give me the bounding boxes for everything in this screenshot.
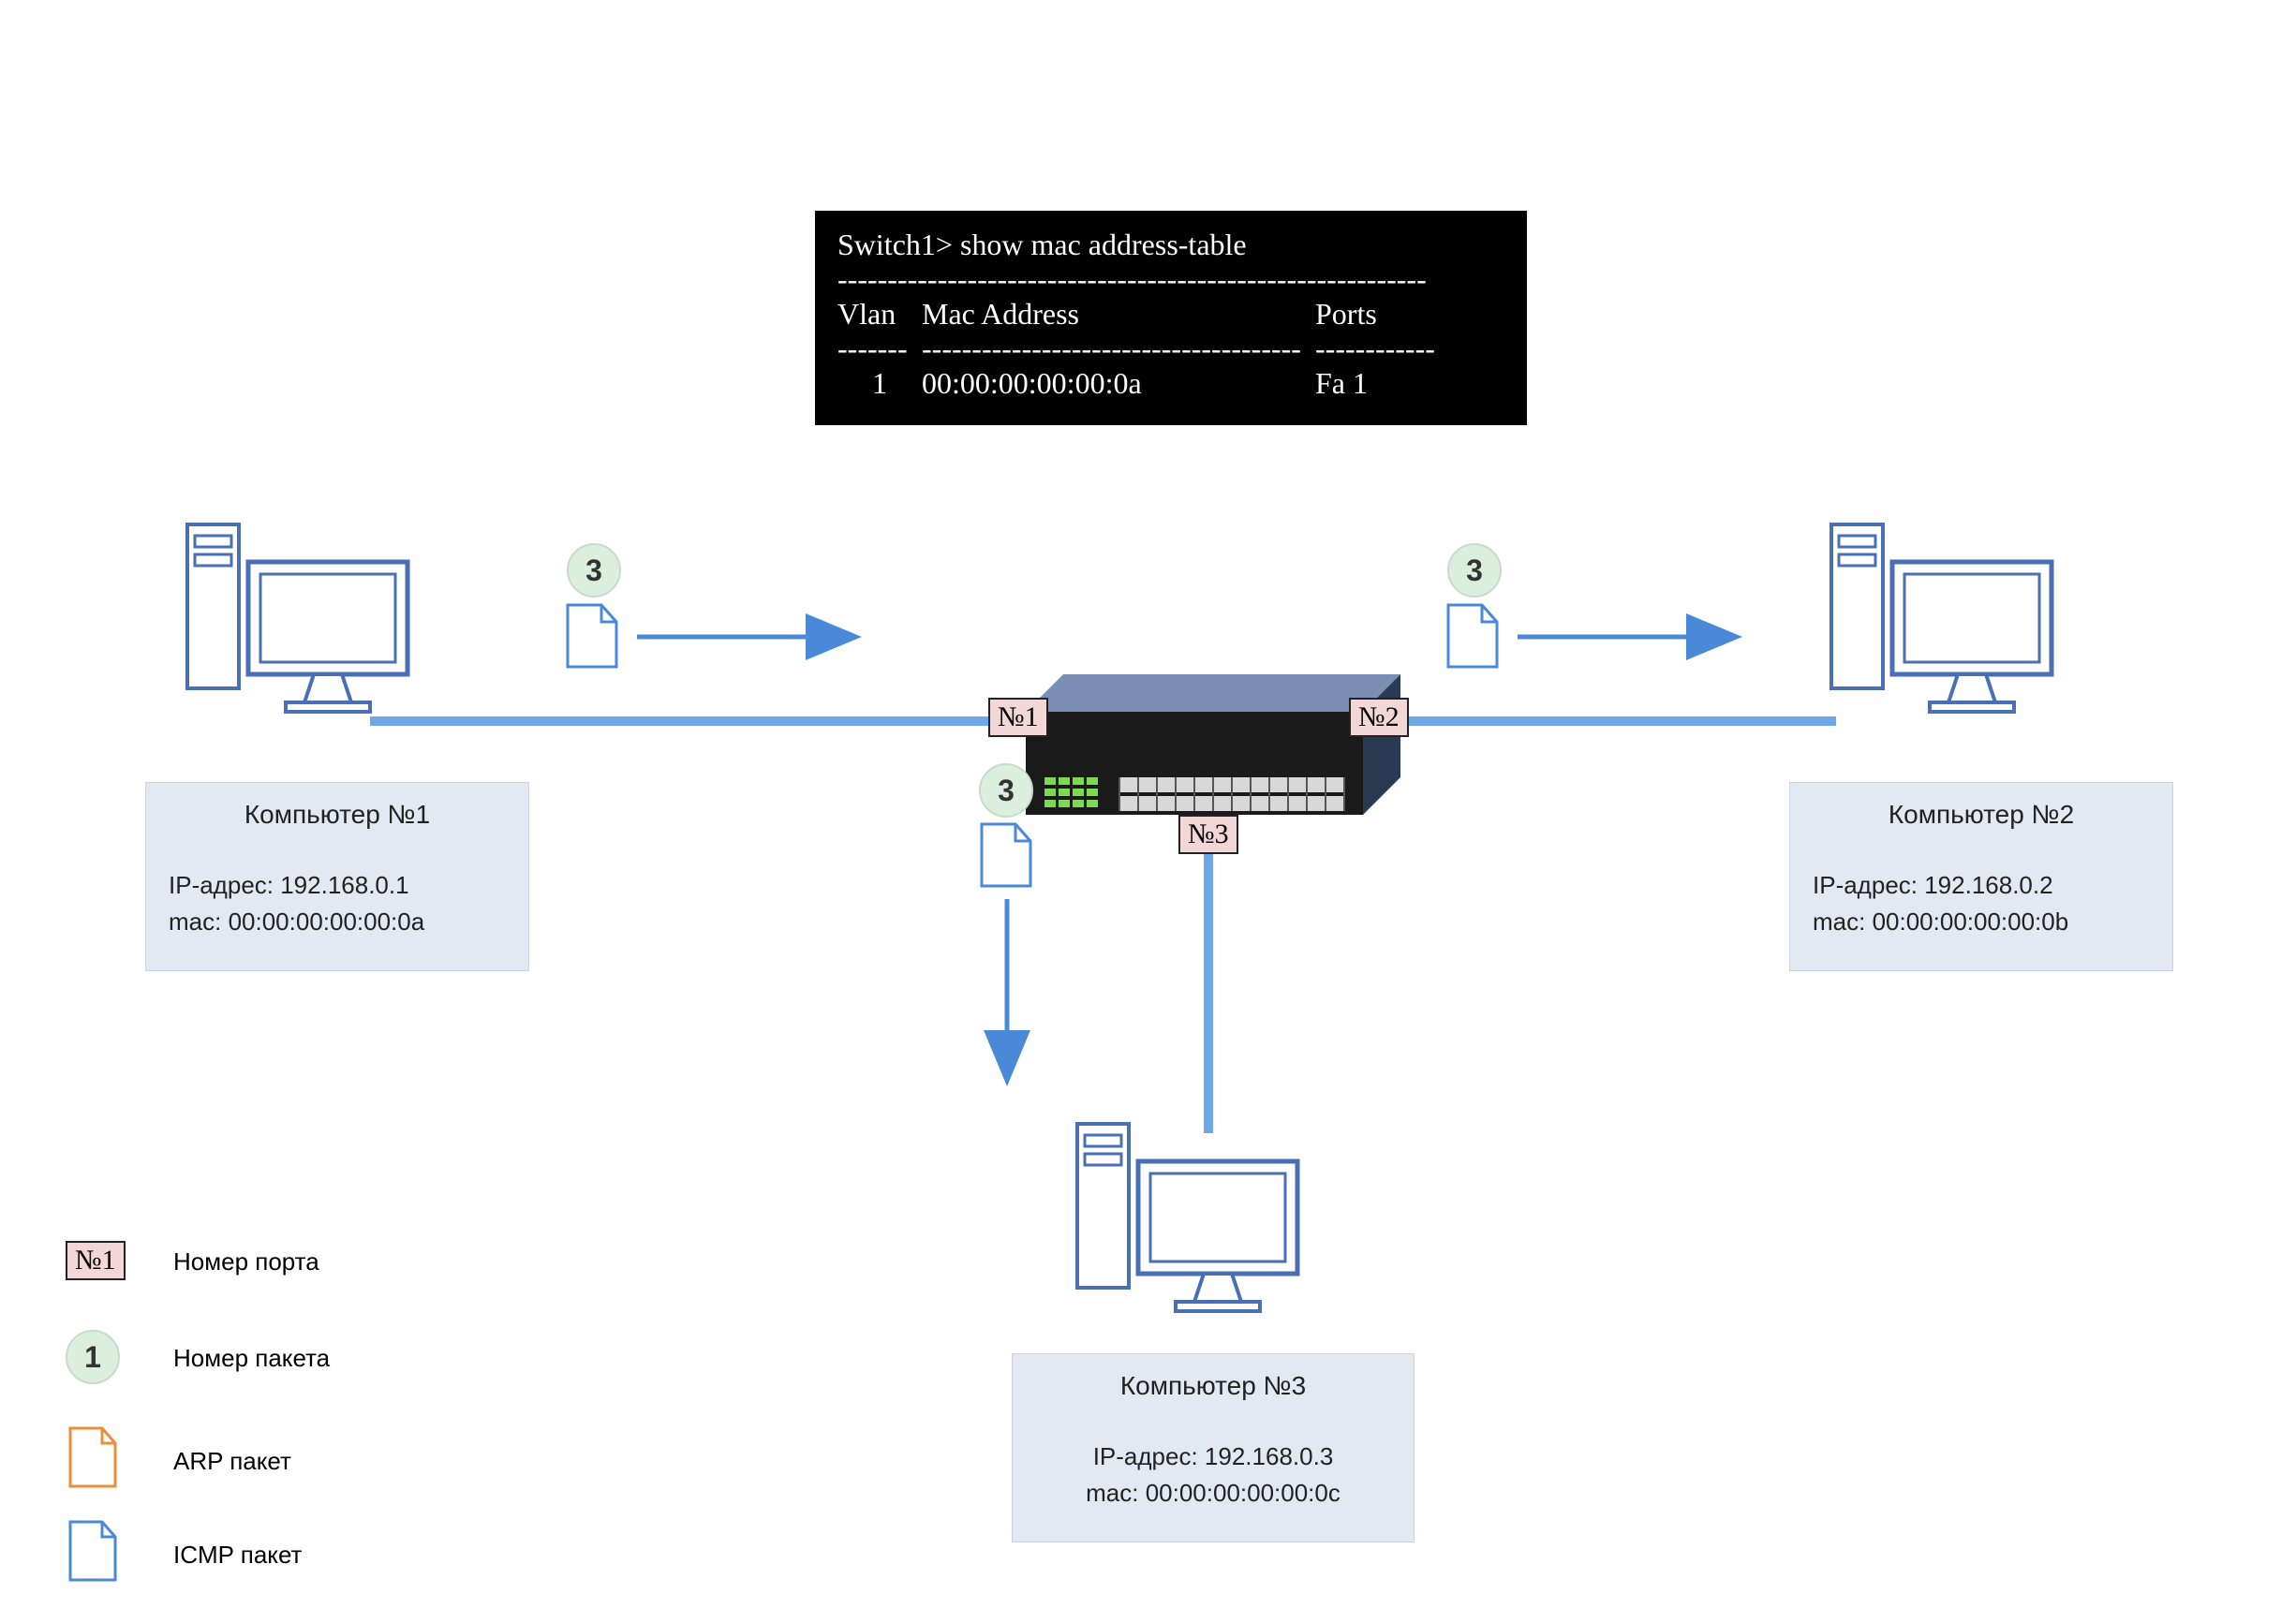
packet-badge-down: 3 [979, 763, 1033, 818]
port-label-2: №2 [1349, 698, 1409, 737]
packet-badge-down-number: 3 [998, 774, 1015, 808]
computer-3-title: Компьютер №3 [1035, 1371, 1391, 1401]
packet-badge-right: 3 [1447, 543, 1502, 598]
computer-3-mac: mac: 00:00:00:00:00:0c [1035, 1475, 1391, 1512]
packet-doc-left [568, 605, 616, 667]
port-label-1: №1 [988, 698, 1048, 737]
diagram-stage: Switch1> show mac address-table --------… [0, 0, 2296, 1623]
computer-1-infobox: Компьютер №1 IP-адрес: 192.168.0.1 mac: … [145, 782, 529, 971]
legend-packet-text: Номер пакета [173, 1344, 330, 1373]
computer-3-icon [1077, 1124, 1297, 1311]
computer-3-infobox: Компьютер №3 IP-адрес: 192.168.0.3 mac: … [1012, 1353, 1415, 1542]
legend-port-text: Номер порта [173, 1247, 319, 1276]
computer-1-mac: mac: 00:00:00:00:00:0a [169, 904, 506, 940]
legend-icmp-doc [70, 1522, 115, 1580]
terminal-data-row: 1 00:00:00:00:00:0a Fa 1 [837, 366, 1504, 401]
computer-2-ip: IP-адрес: 192.168.0.2 [1813, 867, 2150, 904]
terminal-divider: ----------------------------------------… [837, 262, 1504, 297]
legend-icmp-text: ICMP пакет [173, 1541, 302, 1570]
terminal-header-mac: Mac Address [922, 297, 1315, 332]
legend-packet-sample-number: 1 [84, 1340, 101, 1375]
computer-1-title: Компьютер №1 [169, 800, 506, 830]
legend-port-sample: №1 [66, 1241, 126, 1280]
mac-address-table-terminal: Switch1> show mac address-table --------… [815, 211, 1527, 425]
computer-2-mac: mac: 00:00:00:00:00:0b [1813, 904, 2150, 940]
legend-arp-doc [70, 1428, 115, 1486]
terminal-header-vlan: Vlan [837, 297, 922, 332]
terminal-subdivider: ------- --------------------------------… [837, 332, 1504, 366]
terminal-prompt: Switch1> show mac address-table [837, 228, 1504, 262]
packet-badge-left: 3 [567, 543, 621, 598]
computer-2-title: Компьютер №2 [1813, 800, 2150, 830]
terminal-cell-ports: Fa 1 [1315, 366, 1456, 401]
packet-badge-left-number: 3 [585, 553, 602, 588]
switch-icon [1026, 674, 1400, 815]
computer-2-icon [1831, 524, 2052, 712]
legend-arp-text: ARP пакет [173, 1447, 291, 1476]
terminal-cell-vlan: 1 [837, 366, 922, 401]
terminal-header-ports: Ports [1315, 297, 1456, 332]
terminal-header-row: Vlan Mac Address Ports [837, 297, 1504, 332]
computer-1-icon [187, 524, 407, 712]
packet-badge-right-number: 3 [1466, 553, 1483, 588]
computer-3-ip: IP-адрес: 192.168.0.3 [1035, 1439, 1391, 1475]
legend-packet-sample: 1 [66, 1330, 120, 1384]
computer-2-infobox: Компьютер №2 IP-адрес: 192.168.0.2 mac: … [1789, 782, 2173, 971]
computer-1-ip: IP-адрес: 192.168.0.1 [169, 867, 506, 904]
packet-doc-down [982, 824, 1030, 886]
port-label-3: №3 [1178, 815, 1238, 854]
packet-doc-right [1448, 605, 1497, 667]
terminal-cell-mac: 00:00:00:00:00:0a [922, 366, 1315, 401]
